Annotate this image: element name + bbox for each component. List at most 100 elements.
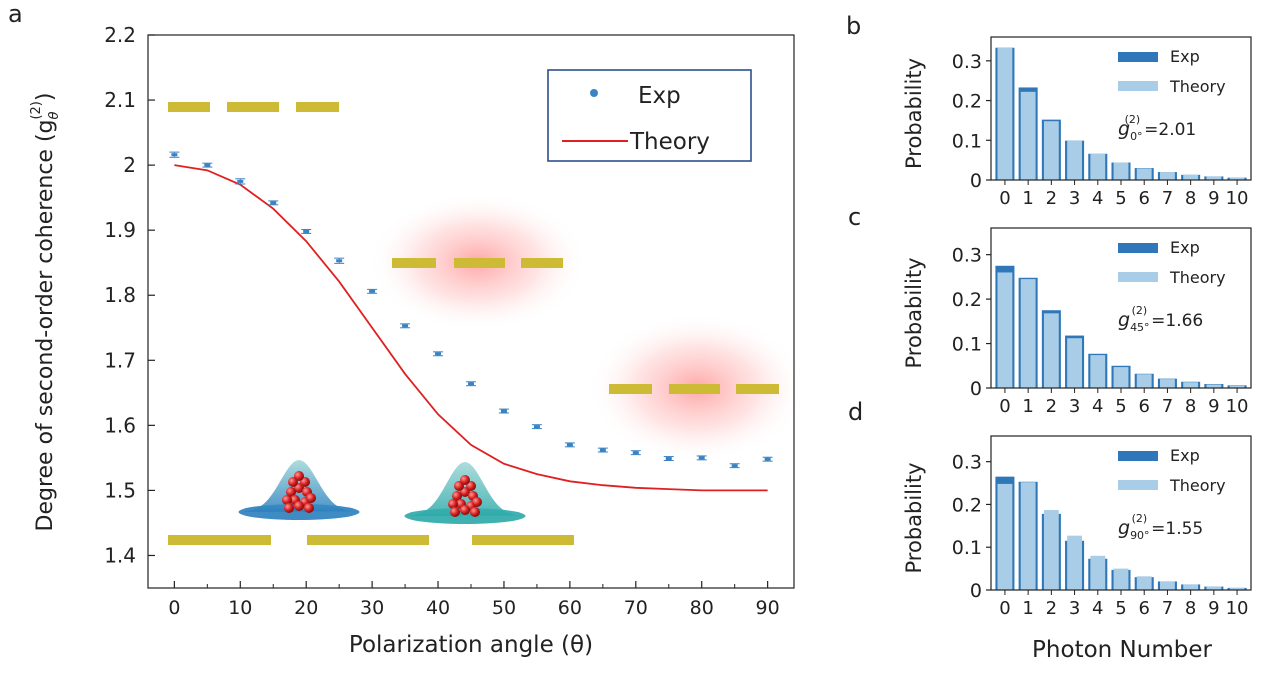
particle [472, 497, 482, 507]
particle [448, 499, 458, 509]
panel-frame [990, 435, 1252, 591]
y-axis-label: Probability [902, 257, 926, 368]
theory-line [174, 164, 768, 492]
panel-a-chart: 1.4 1.5 1.6 1.7 1.8 1.9 2 2.1 2.2 0 10 20 30 40 50 60 70… [29, 23, 795, 658]
y-tick-label: 0.3 [952, 452, 982, 474]
y-tick-label: 1.9 [104, 218, 136, 242]
yellow-bar-decoration [521, 258, 563, 268]
yellow-bar-decoration [307, 535, 429, 545]
exp-point [400, 323, 411, 329]
x-tick-label: 0 [999, 396, 1010, 417]
x-tick-label: 6 [1138, 598, 1149, 619]
marker [336, 259, 343, 263]
x-tick-label: 3 [1069, 396, 1080, 417]
legend-label-exp: Exp [1170, 238, 1200, 257]
legend-marker-exp [1118, 243, 1158, 253]
x-tick-label: 1 [1022, 396, 1033, 417]
bar-theory [1136, 374, 1152, 388]
yellow-bar-decoration [669, 384, 720, 394]
exp-point [498, 408, 509, 414]
x-tick-label: 5 [1115, 598, 1126, 619]
y-tick-label: 2 [123, 153, 136, 177]
marker [731, 464, 738, 468]
marker [204, 163, 211, 167]
yellow-bar-decoration [472, 535, 574, 545]
x-tick-label: 2 [1046, 188, 1057, 209]
exp-point [169, 151, 180, 158]
particle [450, 507, 460, 517]
panel-label-d: d [848, 398, 863, 426]
particle [452, 491, 462, 501]
x-tick-label: 40 [426, 597, 450, 619]
x-tick-label: 4 [1092, 396, 1103, 417]
particle [304, 503, 314, 513]
bar-theory [997, 483, 1013, 590]
x-tick-label: 20 [294, 597, 318, 619]
bar-theory [1229, 587, 1245, 590]
legend-box [547, 69, 752, 162]
x-axis-label: Polarization angle (θ) [349, 632, 593, 658]
panel-frame [990, 36, 1252, 181]
y-tick-label: 0 [970, 170, 982, 192]
particle [284, 503, 294, 513]
legend-marker-exp [590, 89, 598, 97]
x-tick-label: 9 [1208, 598, 1219, 619]
exp-point [268, 200, 279, 206]
bar-theory [1067, 140, 1082, 180]
x-tick-label: 70 [624, 597, 648, 619]
exp-point [202, 162, 213, 168]
panel-d-chart: 0 1 2 3 4 5 6 7 8 9 1000.10.20.3ProbabilityPhoton … [902, 435, 1252, 663]
exp-point [235, 178, 246, 185]
bar-theory [1206, 586, 1222, 590]
exp-point [433, 351, 444, 357]
x-tick-label: 2 [1046, 396, 1057, 417]
exp-point [729, 463, 740, 469]
decorations-back [368, 192, 807, 463]
x-tick-label: 6 [1138, 188, 1149, 209]
x-tick-label: 50 [492, 597, 516, 619]
y-tick-label: 0.2 [952, 289, 982, 311]
g2-annotation: g90°(2)=1.55 [1118, 512, 1203, 542]
x-tick-label: 1 [1022, 598, 1033, 619]
exp-point [466, 381, 476, 387]
yellow-bar-decoration [736, 384, 779, 394]
marker [698, 456, 705, 460]
x-tick-label: 2 [1046, 598, 1057, 619]
x-axis-label: Photon Number [1032, 637, 1212, 663]
exp-point [334, 257, 345, 264]
panel-a-legend: Exp Theory [547, 69, 752, 162]
particle [470, 507, 480, 517]
exp-point [663, 456, 674, 461]
legend-label-exp: Exp [1170, 446, 1200, 465]
bar-theory [997, 272, 1013, 388]
x-tick-label: 5 [1115, 188, 1126, 209]
x-tick-label: 8 [1185, 188, 1196, 209]
bar-theory [1183, 382, 1199, 388]
exp-point [301, 229, 312, 234]
bar-theory [1206, 176, 1222, 180]
marker [270, 201, 277, 205]
x-tick-label: 4 [1092, 598, 1103, 619]
particle [306, 493, 316, 503]
yellow-bar-decoration [609, 384, 652, 394]
exp-point [367, 288, 378, 294]
panel-frame [990, 227, 1252, 389]
x-tick-label: 8 [1185, 598, 1196, 619]
particle [460, 475, 470, 485]
x-tick-label: 7 [1162, 598, 1173, 619]
y-axis-label: Degree of second-order coherence (gθ(2)) [29, 93, 62, 532]
panel-c-chart: 0 1 2 3 4 5 6 7 8 9 1000.10.20.3ProbabilityExpTheo… [902, 227, 1252, 417]
y-tick-label: 0.3 [952, 245, 982, 267]
marker [665, 457, 672, 461]
x-tick-label: 10 [228, 597, 252, 619]
yellow-bar-decoration [392, 258, 436, 268]
bar-theory [1020, 279, 1036, 388]
y-tick-label: 1.6 [104, 413, 136, 437]
marker [599, 448, 606, 452]
bar-theory [1043, 121, 1059, 180]
bar-theory [1043, 510, 1059, 590]
legend-label-exp: Exp [1170, 47, 1200, 66]
legend-label-theory: Theory [1169, 476, 1226, 495]
x-tick-label: 4 [1092, 188, 1103, 209]
